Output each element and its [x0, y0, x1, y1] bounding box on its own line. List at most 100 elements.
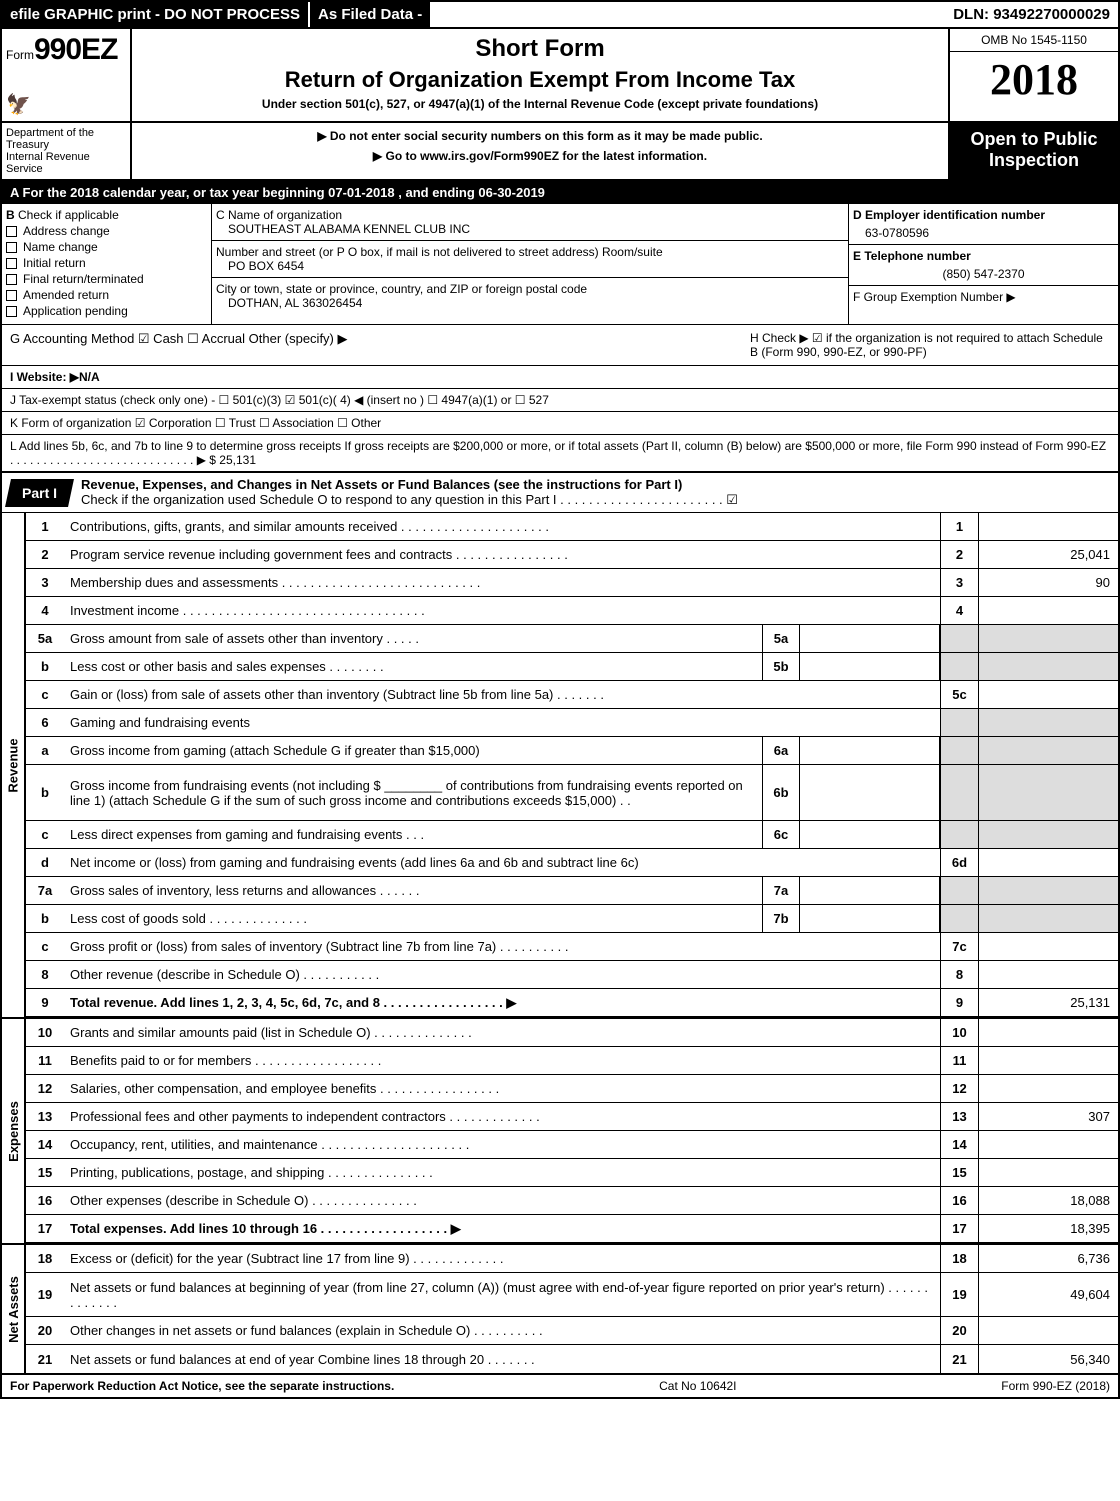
- line-num: 21: [26, 1345, 64, 1373]
- line-num: b: [26, 653, 64, 680]
- line-num: 5a: [26, 625, 64, 652]
- line-num: d: [26, 849, 64, 876]
- line-desc: Gross sales of inventory, less returns a…: [64, 877, 762, 904]
- header-row-2: Department of the Treasury Internal Reve…: [2, 123, 1118, 181]
- line-num: 19: [26, 1273, 64, 1316]
- gray-cell: [978, 821, 1118, 848]
- line-desc: Gross income from gaming (attach Schedul…: [64, 737, 762, 764]
- expenses-lines: 10 Grants and similar amounts paid (list…: [26, 1019, 1118, 1243]
- line-num: 20: [26, 1317, 64, 1344]
- f-label: F Group Exemption Number ▶: [853, 290, 1114, 304]
- line-box: 8: [940, 961, 978, 988]
- checkbox-icon: [6, 242, 17, 253]
- filed-data-label: As Filed Data -: [310, 2, 430, 27]
- line-desc: Occupancy, rent, utilities, and maintena…: [64, 1131, 940, 1158]
- line-amount: 49,604: [978, 1273, 1118, 1316]
- dept-label: Department of the Treasury Internal Reve…: [2, 123, 132, 179]
- footer-mid: Cat No 10642I: [659, 1379, 736, 1393]
- f-group-row: F Group Exemption Number ▶: [849, 286, 1118, 308]
- l-text: L Add lines 5b, 6c, and 7b to line 9 to …: [10, 439, 1106, 467]
- line-box: 18: [940, 1245, 978, 1272]
- line-desc: Investment income . . . . . . . . . . . …: [64, 597, 940, 624]
- line-num: c: [26, 821, 64, 848]
- line-mid-amt: [800, 765, 940, 820]
- check-label: Initial return: [23, 256, 86, 270]
- line-desc: Contributions, gifts, grants, and simila…: [64, 513, 940, 540]
- line-box: 2: [940, 541, 978, 568]
- line-20: 20 Other changes in net assets or fund b…: [26, 1317, 1118, 1345]
- col-d: D Employer identification number 63-0780…: [848, 204, 1118, 324]
- row-l: L Add lines 5b, 6c, and 7b to line 9 to …: [2, 435, 1118, 473]
- revenue-lines: 1 Contributions, gifts, grants, and simi…: [26, 513, 1118, 1017]
- line-desc: Total revenue. Add lines 1, 2, 3, 4, 5c,…: [64, 989, 940, 1016]
- line-17: 17 Total expenses. Add lines 10 through …: [26, 1215, 1118, 1243]
- check-initial-return[interactable]: Initial return: [6, 256, 207, 270]
- header-center-2: ▶ Do not enter social security numbers o…: [132, 123, 948, 179]
- warning-text: ▶ Do not enter social security numbers o…: [138, 129, 942, 143]
- line-mid-num: 5b: [762, 653, 800, 680]
- line-num: b: [26, 905, 64, 932]
- line-mid-num: 5a: [762, 625, 800, 652]
- line-desc: Benefits paid to or for members . . . . …: [64, 1047, 940, 1074]
- return-title: Return of Organization Exempt From Incom…: [138, 67, 942, 93]
- revenue-section: Revenue 1 Contributions, gifts, grants, …: [2, 513, 1118, 1017]
- row-j: J Tax-exempt status (check only one) - ☐…: [2, 389, 1118, 412]
- line-num: 7a: [26, 877, 64, 904]
- line-box: 6d: [940, 849, 978, 876]
- line-amount: 18,395: [978, 1215, 1118, 1242]
- line-desc: Professional fees and other payments to …: [64, 1103, 940, 1130]
- h-check: H Check ▶ ☑ if the organization is not r…: [750, 331, 1110, 359]
- line-19: 19 Net assets or fund balances at beginn…: [26, 1273, 1118, 1317]
- line-14: 14 Occupancy, rent, utilities, and maint…: [26, 1131, 1118, 1159]
- line-num: 10: [26, 1019, 64, 1046]
- line-box: 3: [940, 569, 978, 596]
- header-row-1: Form990EZ 🦅 Short Form Return of Organiz…: [2, 29, 1118, 123]
- line-amount: [978, 513, 1118, 540]
- check-application-pending[interactable]: Application pending: [6, 304, 207, 318]
- section-bcd: B Check if applicable Address change Nam…: [2, 204, 1118, 325]
- top-bar-left: efile GRAPHIC print - DO NOT PROCESS As …: [2, 2, 430, 27]
- line-box: 14: [940, 1131, 978, 1158]
- check-final-return[interactable]: Final return/terminated: [6, 272, 207, 286]
- check-amended-return[interactable]: Amended return: [6, 288, 207, 302]
- footer-left: For Paperwork Reduction Act Notice, see …: [10, 1379, 394, 1393]
- line-num: 18: [26, 1245, 64, 1272]
- line-num: b: [26, 765, 64, 820]
- line-num: 8: [26, 961, 64, 988]
- line-num: 3: [26, 569, 64, 596]
- line-desc: Gaming and fundraising events: [64, 709, 940, 736]
- line-desc: Total expenses. Add lines 10 through 16 …: [64, 1215, 940, 1242]
- line-num: a: [26, 737, 64, 764]
- expenses-label-text: Expenses: [6, 1101, 21, 1162]
- g-accounting: G Accounting Method ☑ Cash ☐ Accrual Oth…: [10, 331, 750, 347]
- line-desc: Membership dues and assessments . . . . …: [64, 569, 940, 596]
- addr-label: Number and street (or P O box, if mail i…: [216, 245, 844, 259]
- form-page: efile GRAPHIC print - DO NOT PROCESS As …: [0, 0, 1120, 1399]
- revenue-side-label: Revenue: [2, 513, 26, 1017]
- line-amount: [978, 1159, 1118, 1186]
- line-num: 12: [26, 1075, 64, 1102]
- e-value: (850) 547-2370: [853, 267, 1114, 281]
- line-amount: [978, 1019, 1118, 1046]
- line-amount: 56,340: [978, 1345, 1118, 1373]
- check-label: Final return/terminated: [23, 272, 144, 286]
- line-mid-num: 7b: [762, 905, 800, 932]
- form-prefix: Form: [6, 48, 34, 62]
- c-city-row: City or town, state or province, country…: [212, 278, 848, 314]
- line-desc: Gross income from fundraising events (no…: [64, 765, 762, 820]
- line-num: c: [26, 933, 64, 960]
- line-box: 20: [940, 1317, 978, 1344]
- line-amount: [978, 1047, 1118, 1074]
- line-num: 6: [26, 709, 64, 736]
- city-value: DOTHAN, AL 363026454: [216, 296, 844, 310]
- tax-year: 2018: [950, 52, 1118, 107]
- e-phone-row: E Telephone number (850) 547-2370: [849, 245, 1118, 286]
- eagle-icon: 🦅: [6, 92, 126, 117]
- line-6a: a Gross income from gaming (attach Sched…: [26, 737, 1118, 765]
- goto-text: ▶ Go to www.irs.gov/Form990EZ for the la…: [138, 149, 942, 163]
- check-name-change[interactable]: Name change: [6, 240, 207, 254]
- check-address-change[interactable]: Address change: [6, 224, 207, 238]
- line-box: 16: [940, 1187, 978, 1214]
- line-15: 15 Printing, publications, postage, and …: [26, 1159, 1118, 1187]
- line-3: 3 Membership dues and assessments . . . …: [26, 569, 1118, 597]
